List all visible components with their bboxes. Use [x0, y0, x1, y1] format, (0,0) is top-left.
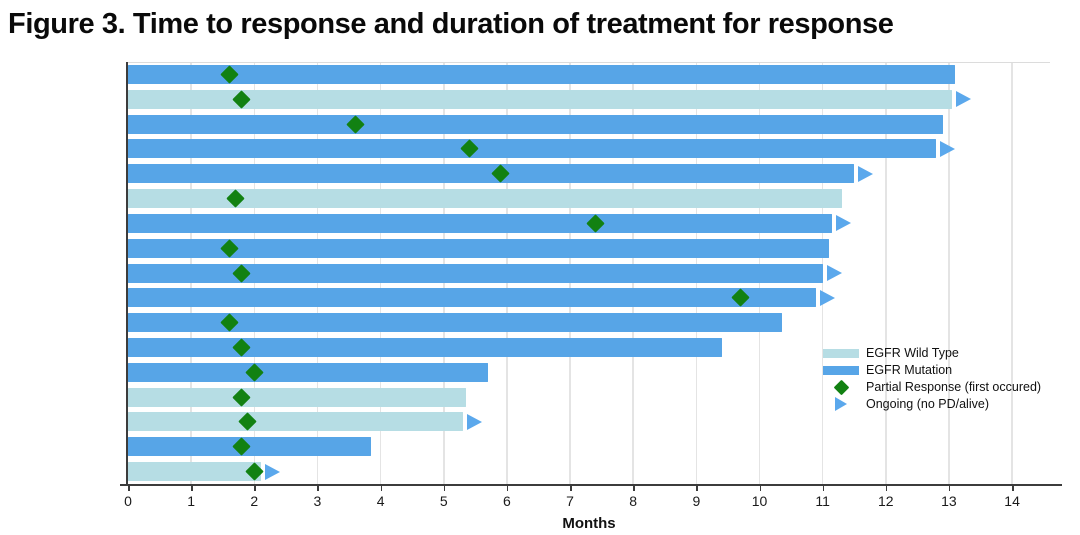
- diamond-icon: [833, 379, 849, 395]
- x-axis-tick-label: 8: [629, 493, 638, 509]
- x-axis-tick: [885, 486, 888, 491]
- treatment-bar: [128, 288, 817, 308]
- x-axis-line: [120, 484, 1062, 486]
- x-axis-tick-label: 0: [124, 493, 132, 509]
- x-axis-tick-label: 14: [1004, 493, 1020, 509]
- triangle-icon: [835, 397, 847, 411]
- x-axis-tick: [317, 486, 319, 491]
- treatment-bar: [128, 387, 466, 407]
- ongoing-marker: [820, 289, 836, 306]
- mutation-swatch-icon: [823, 365, 859, 375]
- x-axis-tick-label: 1: [187, 493, 196, 509]
- x-axis-tick-label: 2: [250, 493, 259, 509]
- ongoing-marker: [956, 91, 972, 108]
- x-axis-tick-label: 4: [376, 493, 385, 509]
- ongoing-marker: [264, 463, 280, 480]
- y-axis-line: [126, 62, 128, 484]
- x-axis-tick: [948, 486, 951, 491]
- legend-item-wild-type: EGFR Wild Type: [823, 346, 1073, 360]
- treatment-bar: [128, 362, 488, 382]
- x-axis-tick-label: 13: [941, 493, 957, 509]
- treatment-bar: [128, 313, 782, 333]
- x-axis-tick: [254, 486, 256, 491]
- x-axis-tick: [822, 486, 825, 491]
- treatment-bar: [128, 238, 829, 258]
- treatment-bar: [128, 412, 463, 432]
- x-axis-title: Months: [562, 515, 616, 532]
- figure-title: Figure 3. Time to response and duration …: [8, 8, 894, 40]
- treatment-bar: [128, 64, 956, 84]
- x-axis-tick: [633, 486, 635, 491]
- legend: EGFR Wild Type EGFR Mutation Partial Res…: [823, 346, 1073, 414]
- x-axis-tick-label: 9: [692, 493, 701, 509]
- treatment-bar: [128, 114, 943, 134]
- treatment-bar: [128, 263, 823, 283]
- x-axis-tick: [506, 486, 509, 491]
- treatment-bar: [128, 189, 842, 209]
- treatment-bar: [128, 213, 833, 233]
- treatment-bar: [128, 164, 855, 184]
- legend-label: EGFR Wild Type: [866, 346, 959, 360]
- plot-top-border: [127, 62, 1050, 63]
- plot-area: [126, 62, 1050, 484]
- treatment-bar: [128, 462, 261, 482]
- ongoing-marker: [858, 165, 874, 182]
- gridline: [948, 62, 950, 484]
- x-axis-tick-label: 3: [313, 493, 322, 509]
- x-axis-tick-label: 12: [878, 493, 894, 509]
- ongoing-marker: [940, 140, 956, 157]
- ongoing-marker: [826, 265, 842, 281]
- ongoing-marker: [466, 413, 482, 430]
- gridline: [821, 62, 824, 484]
- legend-item-ongoing: Ongoing (no PD/alive): [823, 397, 1073, 411]
- x-axis-tick: [1012, 486, 1014, 491]
- legend-label: Ongoing (no PD/alive): [866, 397, 989, 411]
- x-axis-tick: [191, 486, 193, 491]
- legend-item-partial-response: Partial Response (first occured): [823, 379, 1073, 395]
- x-axis-tick-label: 6: [502, 493, 511, 509]
- x-axis-tick-label: 10: [751, 493, 768, 509]
- legend-item-mutation: EGFR Mutation: [823, 363, 1073, 377]
- x-axis-tick: [380, 486, 383, 491]
- treatment-bar: [128, 139, 937, 159]
- treatment-bar: [128, 337, 722, 357]
- treatment-bar: [128, 89, 953, 109]
- x-axis-tick: [759, 486, 761, 491]
- ongoing-marker: [836, 215, 852, 232]
- x-axis-tick-label: 5: [439, 493, 448, 509]
- x-axis-tick: [443, 486, 446, 491]
- x-axis-tick: [128, 486, 130, 491]
- legend-label: Partial Response (first occured): [866, 380, 1042, 394]
- legend-label: EGFR Mutation: [866, 363, 953, 377]
- wild-type-swatch-icon: [823, 348, 859, 358]
- x-axis-tick-label: 7: [566, 493, 574, 509]
- x-axis-tick: [696, 486, 698, 491]
- gridline: [1011, 62, 1013, 484]
- x-axis-tick: [570, 486, 572, 491]
- gridline: [885, 62, 887, 484]
- x-axis-tick-label: 11: [815, 493, 830, 509]
